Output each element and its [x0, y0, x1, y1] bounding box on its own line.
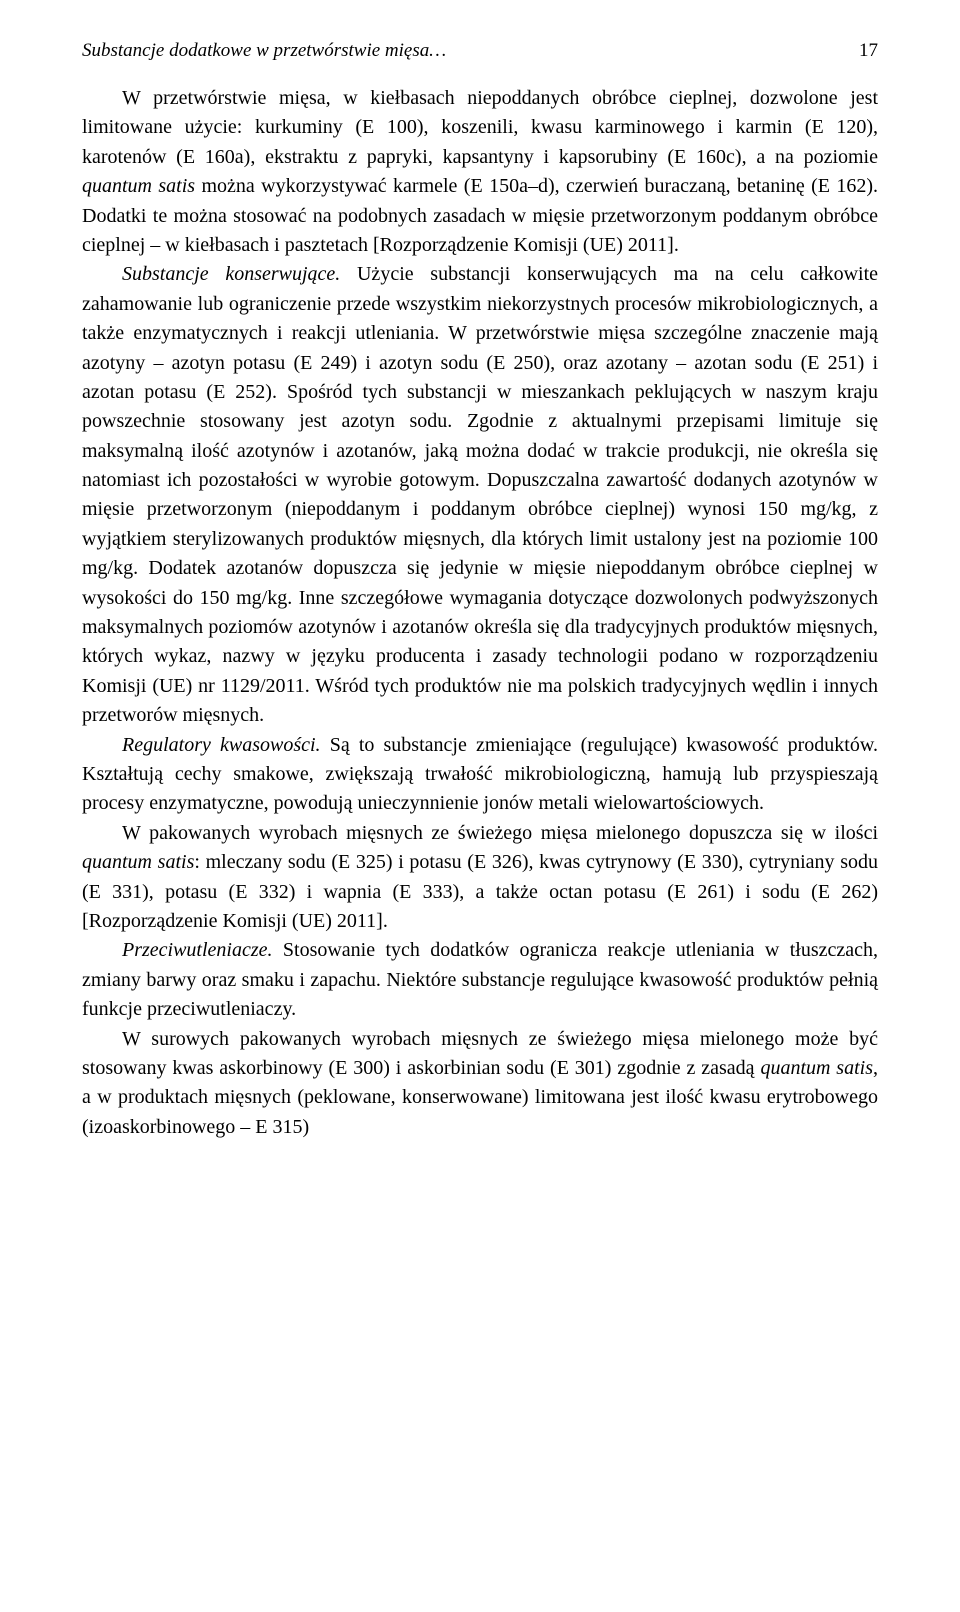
paragraph-5: Przeciwutleniacze. Stosowanie tych dodat…	[82, 936, 878, 1024]
paragraph-3: Regulatory kwasowości. Są to substancje …	[82, 731, 878, 819]
page: Substancje dodatkowe w przetwórstwie mię…	[0, 0, 960, 1612]
section-label-preservatives: Substancje konserwujące.	[122, 263, 340, 285]
paragraph-2: Substancje konserwujące. Użycie substanc…	[82, 260, 878, 730]
term-quantum-satis: quantum satis	[82, 851, 194, 873]
running-head: Substancje dodatkowe w przetwórstwie mię…	[82, 40, 878, 62]
paragraph-6: W surowych pakowanych wyrobach mięsnych …	[82, 1025, 878, 1143]
term-quantum-satis: quantum satis	[760, 1057, 873, 1079]
body-text: W przetwórstwie mięsa, w kiełbasach niep…	[82, 84, 878, 1142]
section-label-antioxidants: Przeciwutleniacze.	[122, 939, 273, 961]
term-quantum-satis: quantum satis	[82, 175, 195, 197]
page-number: 17	[859, 40, 878, 62]
paragraph-1: W przetwórstwie mięsa, w kiełbasach niep…	[82, 84, 878, 260]
section-label-acidity-regulators: Regulatory kwasowości.	[122, 734, 321, 756]
paragraph-4: W pakowanych wyrobach mięsnych ze świeże…	[82, 819, 878, 937]
running-title: Substancje dodatkowe w przetwórstwie mię…	[82, 40, 446, 62]
